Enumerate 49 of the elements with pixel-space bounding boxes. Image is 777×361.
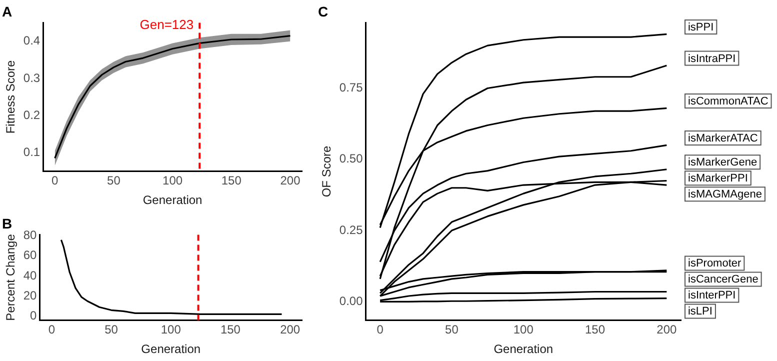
x-tick-label: 50: [107, 174, 121, 188]
y-tick-label: 0.50: [339, 152, 364, 166]
series-label: isMarkerPPI: [688, 172, 748, 185]
series-label: isInterPPI: [688, 290, 736, 302]
y-tick-label: 0.75: [339, 80, 364, 95]
x-axis-title: Generation: [494, 342, 554, 356]
y-tick-label: 20: [23, 288, 38, 302]
x-tick-label: 200: [280, 174, 301, 188]
x-tick-label: 50: [445, 322, 459, 337]
x-tick-label: 0: [376, 322, 384, 337]
x-tick-label: 150: [221, 174, 242, 188]
ref-line-label: Gen=123: [140, 16, 194, 32]
y-axis-title: Fitness Score: [4, 60, 18, 134]
y-axis-title: Percent Change: [4, 234, 18, 321]
chart-title: B: [2, 215, 12, 232]
y-tick-label: 80: [23, 228, 38, 242]
series-label: isIntraPPI: [688, 52, 736, 65]
text: isLPI: [688, 306, 712, 318]
x-tick-label: 50: [104, 322, 118, 337]
series-label: isPromoter: [688, 258, 742, 270]
x-axis-title: Generation: [142, 193, 202, 208]
y-tick-label: 0.3: [23, 70, 40, 85]
x-tick-label: 100: [513, 322, 534, 337]
series-label: isMarkerATAC: [688, 132, 758, 145]
x-tick-label: 150: [585, 322, 606, 337]
y-tick-label: 0: [30, 308, 38, 322]
y-tick-label: 0.2: [23, 108, 40, 122]
x-tick-label: 0: [52, 174, 59, 188]
x-tick-label: 200: [656, 322, 678, 337]
x-tick-label: 100: [162, 174, 183, 188]
y-tick-label: 40: [23, 268, 38, 282]
y-tick-label: 0.25: [339, 222, 364, 237]
chart-title: A: [2, 3, 12, 20]
y-tick-label: 0.00: [339, 294, 364, 308]
x-tick-label: 100: [160, 322, 182, 337]
series-label: isCancerGene: [688, 274, 758, 286]
series-label: isPPI: [688, 22, 714, 34]
y-axis-title: OF Score: [320, 146, 334, 198]
y-tick-label: 0.4: [23, 34, 40, 48]
series-label: isMAGMAgene: [688, 188, 762, 201]
chart-title: C: [318, 3, 328, 20]
x-tick-label: 150: [220, 322, 241, 337]
x-tick-label: 0: [48, 322, 56, 337]
series-label: isCommonATAC: [688, 96, 768, 108]
x-axis-title: Generation: [141, 342, 201, 356]
series-label: isMarkerGene: [688, 156, 758, 169]
y-tick-label: 60: [23, 248, 38, 262]
x-tick-label: 200: [280, 322, 300, 337]
y-tick-label: 0.1: [23, 144, 40, 159]
